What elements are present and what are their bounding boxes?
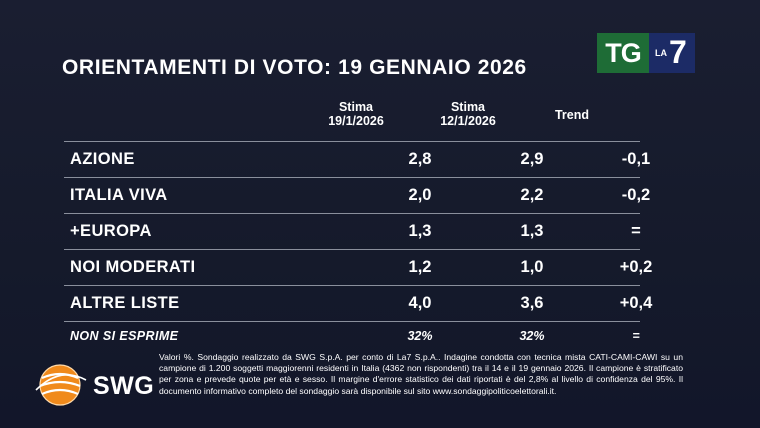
table-row-europa: +EUROPA 1,3 1,3 = (64, 213, 641, 248)
column-header-line2: 19/1/2026 (328, 114, 384, 128)
column-header-trend: Trend (532, 108, 612, 122)
table-row-altre-liste: ALTRE LISTE 4,0 3,6 +0,4 (64, 285, 652, 320)
column-header-line1: Stima (338, 100, 374, 114)
value-trend: = (632, 329, 640, 343)
value-trend: -0,2 (621, 186, 651, 204)
party-label: +EUROPA (70, 222, 152, 240)
tg-logo-mark: TG (597, 33, 649, 73)
value-trend: +0,2 (619, 258, 653, 276)
swg-wordmark: SWG (93, 372, 155, 400)
value-stima-12: 2,9 (520, 150, 544, 168)
tg-la7-logo: TG LA 7 (597, 33, 695, 73)
la7-logo-la: LA (655, 48, 667, 58)
value-stima-19: 2,8 (408, 150, 432, 168)
column-header-line2: 12/1/2026 (440, 114, 496, 128)
value-trend: = (631, 222, 641, 240)
table-row-non-si-esprime: NON SI ESPRIME 32% 32% = (64, 321, 640, 350)
column-header-stima-12: Stima 12/1/2026 (414, 100, 522, 128)
value-stima-12: 32% (519, 329, 545, 343)
table-row-noi-moderati: NOI MODERATI 1,2 1,0 +0,2 (64, 249, 652, 284)
column-header-stima-19: Stima 19/1/2026 (302, 100, 410, 128)
table-row-azione: AZIONE 2,8 2,9 -0,1 (64, 141, 650, 176)
page-title: ORIENTAMENTI DI VOTO: 19 GENNAIO 2026 (62, 56, 527, 79)
party-label: ITALIA VIVA (70, 186, 168, 204)
value-stima-19: 1,2 (408, 258, 432, 276)
value-stima-12: 1,3 (520, 222, 544, 240)
value-trend: +0,4 (619, 294, 653, 312)
party-label: NON SI ESPRIME (70, 329, 179, 343)
value-stima-19: 32% (407, 329, 433, 343)
swg-globe-icon (35, 364, 87, 406)
la7-logo-seven: 7 (669, 34, 687, 70)
party-label: ALTRE LISTE (70, 294, 180, 312)
value-stima-19: 2,0 (408, 186, 432, 204)
methodology-footnote: Valori %. Sondaggio realizzato da SWG S.… (159, 352, 683, 396)
column-header-line1: Trend (554, 108, 590, 122)
value-stima-19: 1,3 (408, 222, 432, 240)
party-label: AZIONE (70, 150, 135, 168)
value-stima-12: 2,2 (520, 186, 544, 204)
value-stima-12: 1,0 (520, 258, 544, 276)
value-stima-19: 4,0 (408, 294, 432, 312)
la7-logo-mark: LA 7 (649, 33, 695, 73)
table-row-italia-viva: ITALIA VIVA 2,0 2,2 -0,2 (64, 177, 650, 212)
party-label: NOI MODERATI (70, 258, 196, 276)
value-stima-12: 3,6 (520, 294, 544, 312)
value-trend: -0,1 (621, 150, 651, 168)
column-header-line1: Stima (450, 100, 486, 114)
